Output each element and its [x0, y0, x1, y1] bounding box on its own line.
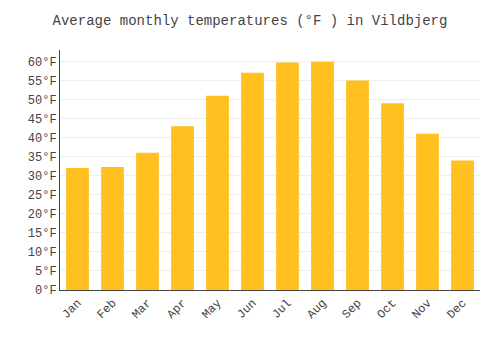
svg-text:45°F: 45°F: [28, 113, 57, 127]
svg-text:Mar: Mar: [129, 297, 154, 322]
svg-text:15°F: 15°F: [28, 227, 57, 241]
svg-text:May: May: [199, 297, 224, 322]
svg-text:Average monthly temperatures (: Average monthly temperatures (°F ) in Vi…: [53, 13, 448, 29]
svg-text:55°F: 55°F: [28, 75, 57, 89]
svg-text:40°F: 40°F: [28, 132, 57, 146]
svg-text:10°F: 10°F: [28, 246, 57, 260]
svg-text:30°F: 30°F: [28, 170, 57, 184]
svg-text:Jun: Jun: [234, 297, 259, 322]
svg-text:Oct: Oct: [374, 297, 399, 322]
svg-text:5°F: 5°F: [35, 265, 57, 279]
svg-text:Nov: Nov: [409, 297, 434, 322]
svg-text:Sep: Sep: [339, 297, 364, 322]
svg-text:60°F: 60°F: [28, 56, 57, 70]
svg-text:20°F: 20°F: [28, 208, 57, 222]
svg-text:50°F: 50°F: [28, 94, 57, 108]
svg-text:0°F: 0°F: [35, 284, 57, 298]
svg-text:Dec: Dec: [444, 297, 469, 322]
svg-text:Jul: Jul: [269, 297, 294, 322]
svg-text:Jan: Jan: [59, 297, 84, 322]
svg-text:35°F: 35°F: [28, 151, 57, 165]
svg-text:25°F: 25°F: [28, 189, 57, 203]
svg-text:Feb: Feb: [94, 297, 119, 322]
svg-text:Aug: Aug: [304, 297, 329, 322]
svg-text:Apr: Apr: [164, 297, 189, 322]
